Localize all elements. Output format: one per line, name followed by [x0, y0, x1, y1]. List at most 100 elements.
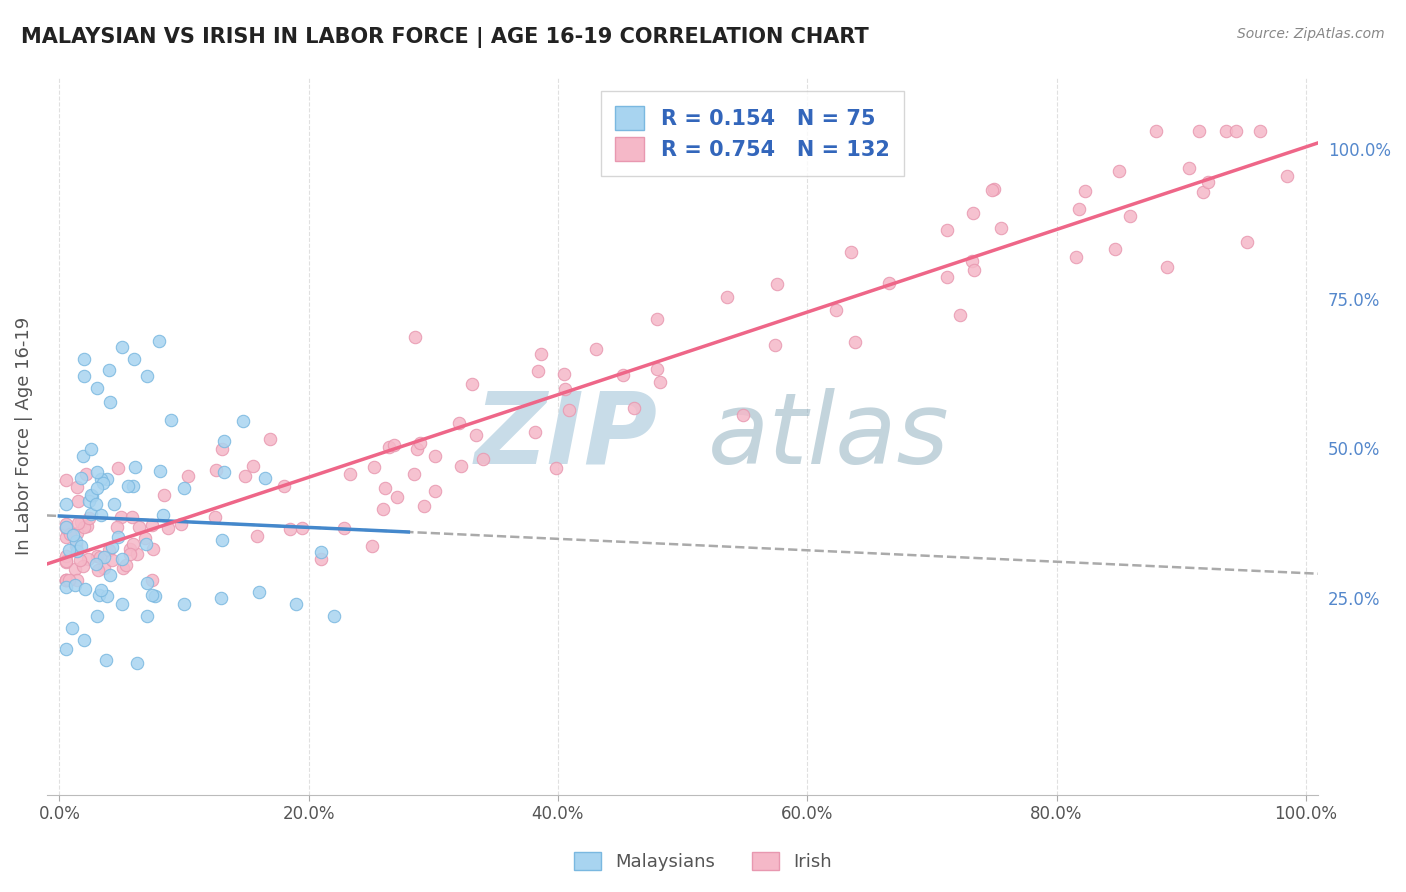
Point: [77, 510, 100, 524]
Point: [585, 342, 607, 356]
Point: [259, 432, 281, 446]
Point: [1069, 202, 1091, 216]
Point: [55, 497, 77, 511]
Point: [253, 470, 276, 484]
Point: [65, 536, 87, 550]
Point: [209, 591, 232, 605]
Point: [402, 467, 425, 481]
Point: [766, 277, 789, 292]
Text: MALAYSIAN VS IRISH IN LABOR FORCE | AGE 16-19 CORRELATION CHART: MALAYSIAN VS IRISH IN LABOR FORCE | AGE …: [21, 27, 869, 48]
Point: [363, 460, 385, 475]
Point: [55, 530, 77, 544]
Point: [105, 520, 128, 534]
Point: [134, 532, 156, 546]
Point: [1156, 260, 1178, 274]
Point: [86, 482, 108, 496]
Point: [423, 449, 446, 463]
Point: [716, 290, 738, 304]
Point: [524, 425, 547, 439]
Point: [1104, 243, 1126, 257]
Point: [825, 303, 848, 318]
Point: [1198, 176, 1220, 190]
Point: [80, 488, 103, 502]
Point: [960, 254, 983, 268]
Point: [278, 522, 301, 536]
Point: [763, 338, 786, 352]
Point: [382, 438, 405, 452]
Point: [62, 528, 84, 542]
Point: [733, 408, 755, 422]
Point: [121, 479, 143, 493]
Point: [554, 382, 576, 396]
Point: [332, 521, 354, 535]
Point: [1249, 124, 1271, 138]
Point: [472, 452, 495, 467]
Point: [623, 401, 645, 416]
Point: [1074, 184, 1097, 198]
Point: [110, 510, 132, 524]
Point: [86, 381, 108, 395]
Point: [141, 518, 163, 533]
Point: [371, 501, 394, 516]
Point: [990, 221, 1012, 235]
Point: [111, 552, 134, 566]
Point: [423, 483, 446, 498]
Point: [127, 657, 149, 671]
Point: [103, 497, 125, 511]
Point: [55, 549, 77, 563]
Point: [69, 471, 91, 485]
Point: [55, 580, 77, 594]
Point: [55, 555, 77, 569]
Point: [55, 473, 77, 487]
Point: [148, 334, 170, 348]
Point: [101, 553, 124, 567]
Text: atlas: atlas: [709, 388, 949, 484]
Point: [309, 552, 332, 566]
Point: [86, 465, 108, 479]
Legend: Malaysians, Irish: Malaysians, Irish: [567, 845, 839, 879]
Point: [135, 537, 157, 551]
Point: [80, 507, 103, 521]
Point: [374, 482, 396, 496]
Point: [1236, 235, 1258, 250]
Point: [360, 540, 382, 554]
Point: [55, 521, 77, 535]
Point: [136, 575, 159, 590]
Point: [55, 573, 77, 587]
Point: [66, 480, 89, 494]
Point: [1277, 169, 1299, 183]
Point: [55, 519, 77, 533]
Point: [94, 653, 117, 667]
Point: [247, 584, 270, 599]
Point: [1215, 124, 1237, 138]
Y-axis label: In Labor Force | Age 16-19: In Labor Force | Age 16-19: [15, 318, 32, 556]
Point: [173, 481, 195, 495]
Point: [461, 377, 484, 392]
Point: [169, 516, 191, 531]
Point: [55, 642, 77, 657]
Point: [936, 270, 959, 285]
Point: [66, 573, 89, 587]
Point: [60, 621, 83, 635]
Point: [962, 263, 984, 277]
Point: [204, 509, 226, 524]
Point: [96, 472, 118, 486]
Point: [93, 560, 115, 574]
Point: [55, 516, 77, 531]
Point: [63, 578, 86, 592]
Point: [69, 553, 91, 567]
Point: [149, 464, 172, 478]
Point: [89, 549, 111, 564]
Point: [447, 416, 470, 430]
Point: [58, 573, 80, 587]
Point: [211, 442, 233, 457]
Point: [121, 510, 143, 524]
Point: [111, 597, 134, 611]
Point: [844, 335, 866, 350]
Point: [1191, 185, 1213, 199]
Point: [66, 525, 89, 540]
Point: [233, 468, 256, 483]
Point: [980, 183, 1002, 197]
Point: [156, 521, 179, 535]
Point: [135, 369, 157, 384]
